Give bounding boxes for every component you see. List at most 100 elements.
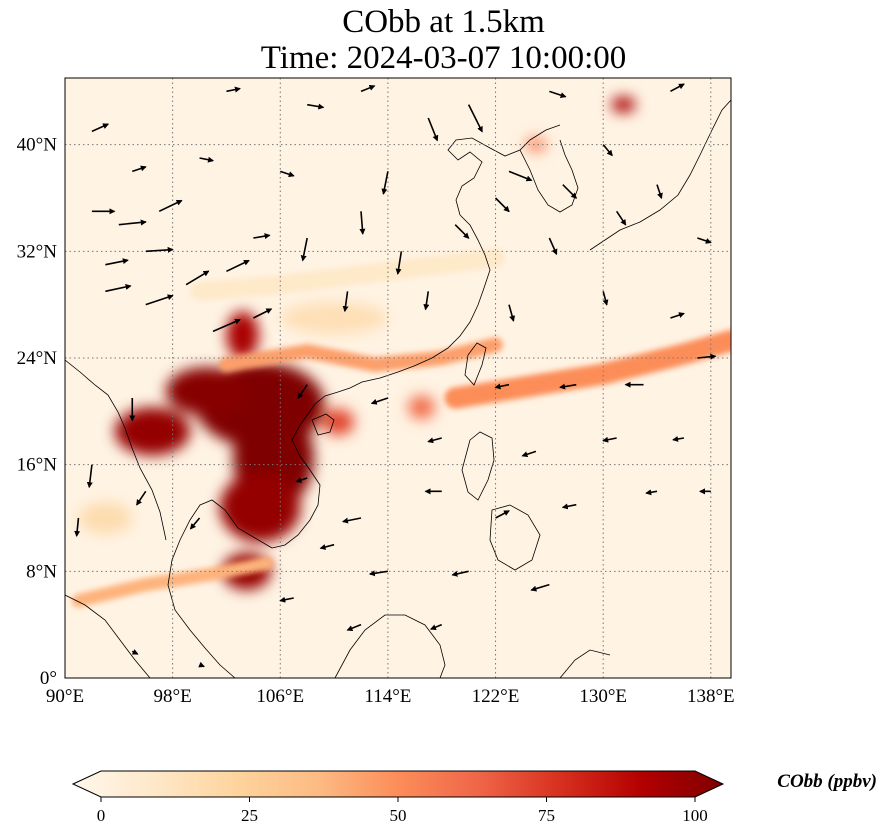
wind-arrow [645, 489, 658, 496]
cobb-plume [525, 138, 547, 152]
wind-arrow [697, 237, 712, 244]
longitude-tick-label: 114°E [364, 686, 411, 707]
wind-arrow [105, 284, 132, 293]
coastline-taiwan [464, 342, 487, 386]
wind-arrow [467, 104, 483, 133]
wind-arrow [342, 517, 362, 524]
wind-arrow [548, 237, 558, 256]
map-title-line-2: Time: 2024-03-07 10:00:00 [260, 40, 627, 76]
colorbar-tick-label: 25 [241, 806, 258, 825]
coastline-indochina-gulf [167, 499, 273, 678]
coastline-korea [519, 139, 579, 213]
wind-arrow [198, 661, 205, 668]
wind-arrow [494, 383, 510, 390]
cobb-band [444, 330, 731, 409]
wind-arrow [521, 450, 537, 458]
colorbar-tick-label: 75 [538, 806, 555, 825]
cobb-plume [280, 302, 388, 334]
wind-arrow [559, 383, 577, 390]
wind-arrow [368, 570, 389, 577]
coastline-myanmar [65, 359, 167, 541]
latitude-tick-label: 0° [40, 668, 57, 689]
cobb-band [71, 556, 274, 608]
wind-arrow [423, 291, 430, 311]
wind-arrow [562, 184, 578, 199]
wind-arrow [280, 170, 295, 178]
wind-arrow [430, 623, 443, 631]
gridlines [65, 78, 731, 678]
wind-arrow [253, 308, 273, 319]
coastline-philippines-luzon [461, 431, 495, 501]
wind-arrow [656, 184, 663, 200]
wind-arrow [131, 649, 139, 655]
longitude-tick-labels: 90°E 98°E 106°E 114°E 122°E 130°E 138°E [46, 686, 735, 707]
longitude-tick-label: 106°E [256, 686, 304, 707]
colorbar-tick-label: 0 [97, 806, 106, 825]
map-area [65, 78, 731, 678]
wind-arrow [508, 304, 516, 322]
wind-arrow [74, 517, 81, 537]
cobb-plume [165, 367, 247, 416]
latitude-tick-labels: 0° 8°N 16°N 24°N 32°N 40°N [17, 135, 58, 689]
latitude-tick-label: 32°N [17, 241, 58, 262]
colorbar-ticks: 0 25 50 75 100 [97, 797, 708, 825]
colorbar-tick-label: 50 [390, 806, 407, 825]
wind-arrow [697, 353, 717, 360]
wind-arrow [319, 543, 335, 550]
wind-arrow [549, 90, 567, 98]
wind-arrow [145, 294, 174, 306]
cobb-plume [611, 96, 636, 113]
longitude-tick-label: 138°E [687, 686, 735, 707]
coastline-borneo [334, 614, 446, 678]
wind-arrow [370, 397, 389, 405]
wind-arrow [189, 517, 201, 530]
wind-arrow [91, 123, 110, 133]
wind-arrow [279, 596, 294, 603]
coastline-sumatra [65, 594, 151, 678]
wind-arrow [561, 503, 577, 510]
latitude-tick-label: 8°N [26, 561, 57, 582]
wind-vectors [74, 83, 717, 668]
wind-arrow [199, 156, 215, 163]
colorbar: 0 25 50 75 100 CObb (ppbv) [71, 770, 877, 825]
coastline-new-guinea [559, 649, 611, 678]
wind-arrow [508, 170, 533, 182]
wind-arrow [672, 436, 685, 442]
wind-arrow [427, 437, 442, 444]
wind-arrow [427, 117, 439, 142]
coastline-china [307, 214, 491, 415]
latitude-tick-label: 40°N [17, 135, 58, 156]
map-title-line-1: CObb at 1.5km [342, 4, 545, 40]
wind-arrow [86, 464, 93, 489]
coastline-philippines-south [489, 504, 541, 571]
cobb-plume [321, 408, 355, 436]
wind-arrow [454, 224, 470, 239]
wind-arrow [105, 258, 129, 266]
wind-arrow [295, 477, 308, 483]
wind-arrow [381, 171, 389, 195]
wind-arrow [226, 259, 250, 273]
cobb-plume [78, 502, 133, 534]
wind-arrow [307, 103, 325, 110]
wind-arrow [494, 197, 510, 213]
wind-arrow [300, 237, 308, 262]
map-frame [64, 77, 732, 679]
wind-arrow [359, 211, 366, 235]
cobb-plume [408, 395, 435, 420]
longitude-tick-label: 130°E [579, 686, 627, 707]
latitude-tick-label: 24°N [17, 348, 58, 369]
coastline-hainan [311, 413, 335, 436]
colorbar-body [71, 770, 725, 798]
wind-arrow [360, 85, 376, 93]
colorbar-title: CObb (ppbv) [777, 771, 877, 792]
wind-arrow [297, 384, 308, 399]
wind-arrow [602, 436, 617, 443]
longitude-tick-label: 122°E [472, 686, 520, 707]
wind-arrow [615, 210, 627, 226]
wind-arrow [602, 291, 609, 306]
cobb-plume [219, 472, 301, 542]
wind-arrow [226, 86, 241, 93]
wind-arrow [118, 219, 147, 226]
colorbar-tick-label: 100 [682, 806, 708, 825]
